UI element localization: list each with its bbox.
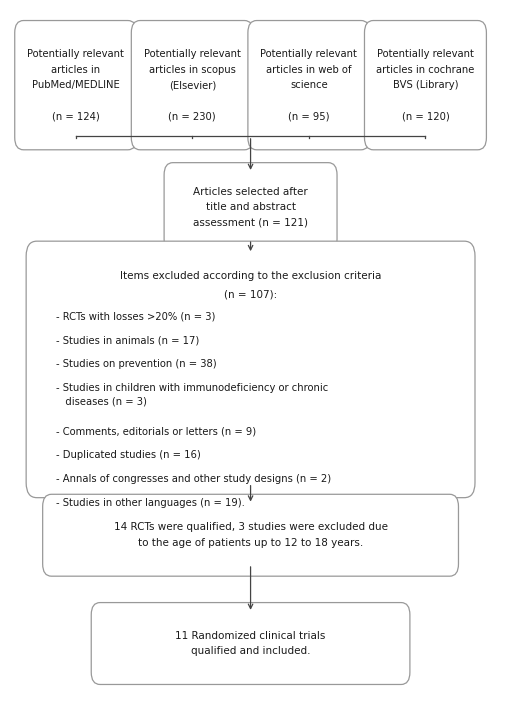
FancyBboxPatch shape [131,20,252,149]
Text: - Studies in other languages (n = 19).: - Studies in other languages (n = 19). [56,498,244,508]
FancyBboxPatch shape [91,603,409,685]
FancyBboxPatch shape [42,494,458,576]
Text: Items excluded according to the exclusion criteria: Items excluded according to the exclusio… [120,271,380,281]
Text: 11 Randomized clinical trials
qualified and included.: 11 Randomized clinical trials qualified … [175,631,325,656]
Text: Potentially relevant
articles in
PubMed/MEDLINE

(n = 124): Potentially relevant articles in PubMed/… [27,49,124,121]
FancyBboxPatch shape [15,20,136,149]
Text: - Studies in children with immunodeficiency or chronic
   diseases (n = 3): - Studies in children with immunodeficie… [56,383,328,406]
Text: Potentially relevant
articles in web of
science

(n = 95): Potentially relevant articles in web of … [260,49,357,121]
Text: - Comments, editorials or letters (n = 9): - Comments, editorials or letters (n = 9… [56,427,256,436]
Text: - Studies in animals (n = 17): - Studies in animals (n = 17) [56,336,199,345]
FancyBboxPatch shape [364,20,485,149]
FancyBboxPatch shape [164,163,336,251]
Text: - Studies on prevention (n = 38): - Studies on prevention (n = 38) [56,359,217,369]
Text: Potentially relevant
articles in scopus
(Elsevier)

(n = 230): Potentially relevant articles in scopus … [143,49,240,121]
FancyBboxPatch shape [247,20,369,149]
Text: (n = 107):: (n = 107): [224,290,277,300]
Text: - Duplicated studies (n = 16): - Duplicated studies (n = 16) [56,450,200,460]
Text: Articles selected after
title and abstract
assessment (n = 121): Articles selected after title and abstra… [193,187,308,227]
Text: - RCTs with losses >20% (n = 3): - RCTs with losses >20% (n = 3) [56,312,215,321]
FancyBboxPatch shape [26,241,474,498]
Text: 14 RCTs were qualified, 3 studies were excluded due
to the age of patients up to: 14 RCTs were qualified, 3 studies were e… [113,522,387,548]
Text: Potentially relevant
articles in cochrane
BVS (Library)

(n = 120): Potentially relevant articles in cochran… [376,49,474,121]
Text: - Annals of congresses and other study designs (n = 2): - Annals of congresses and other study d… [56,474,331,484]
